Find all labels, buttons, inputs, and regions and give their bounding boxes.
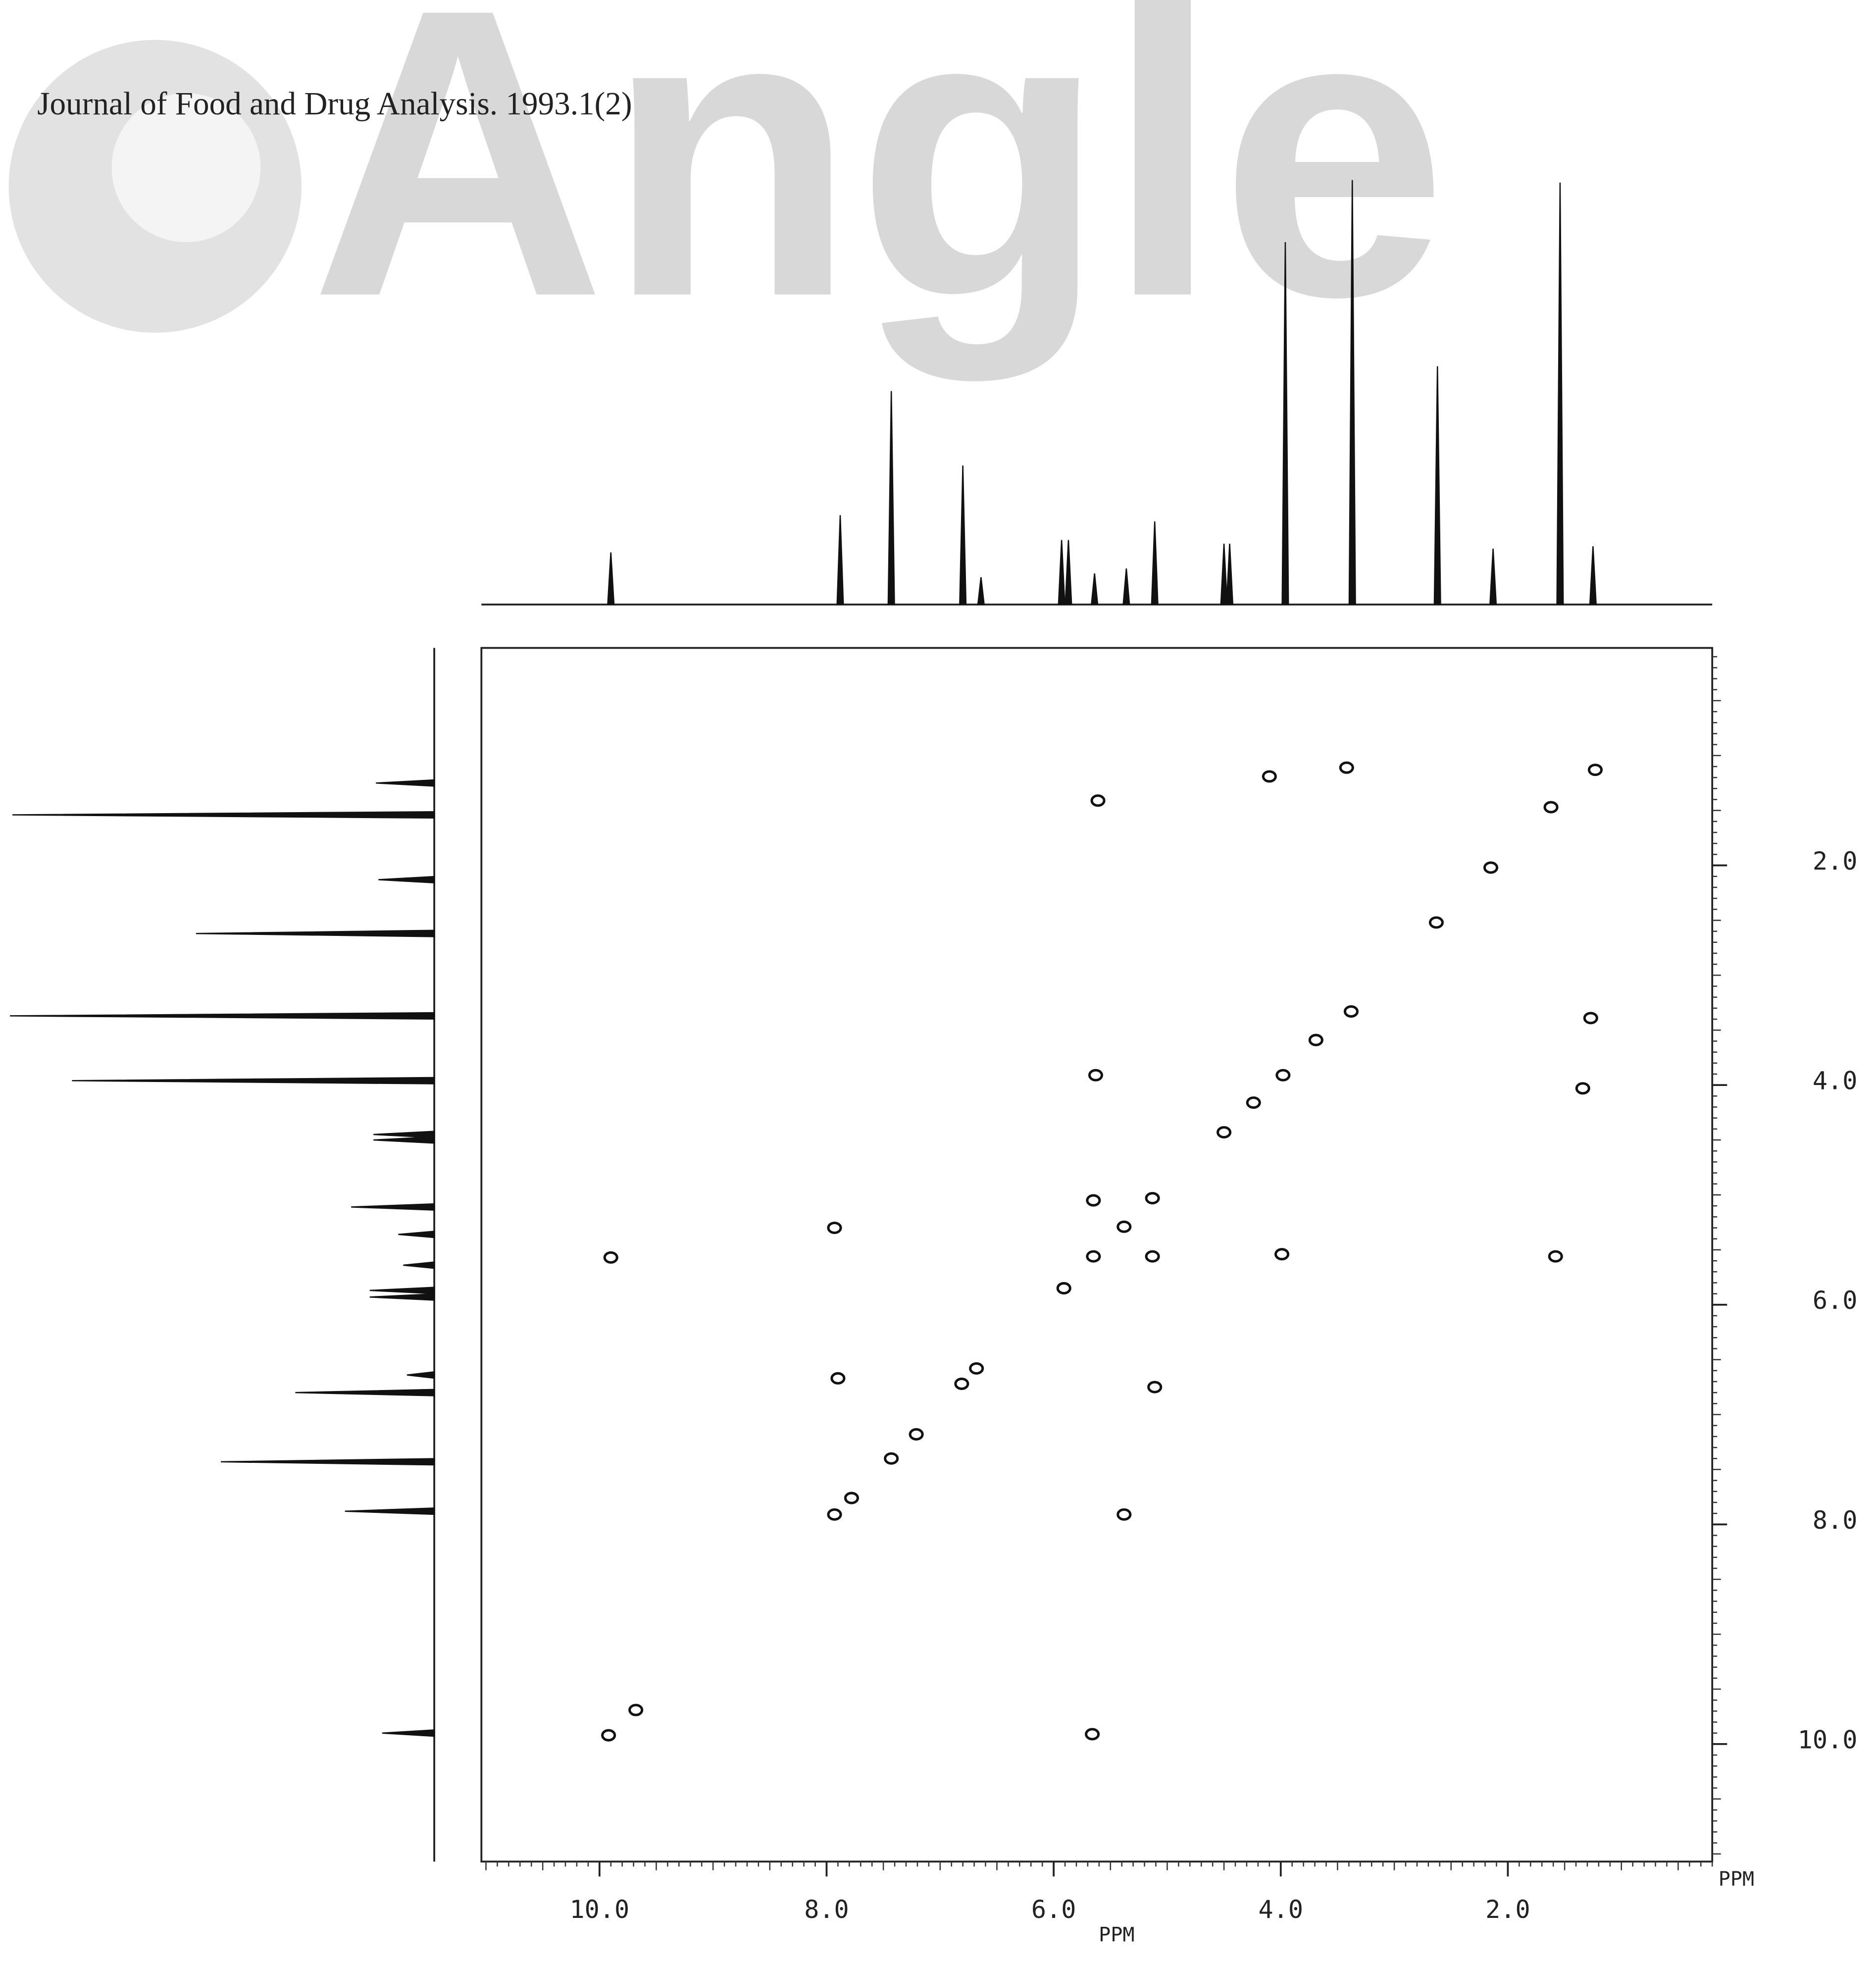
left-spectrum-peak (295, 1390, 434, 1396)
top-spectrum-peak (1059, 540, 1065, 604)
top-spectrum-peak (1091, 573, 1098, 605)
left-spectrum-peak (221, 1459, 434, 1465)
top-spectrum-peak (1152, 521, 1158, 605)
cross-peak (845, 1493, 858, 1503)
cross-peak (1430, 918, 1442, 928)
y-tick-label: 6.0 (1813, 1286, 1858, 1315)
cross-peak (1087, 1251, 1100, 1261)
cross-peak (1089, 1070, 1102, 1080)
cross-peak (1276, 1249, 1288, 1259)
x-tick-label: 10.0 (569, 1895, 629, 1924)
y-axis-title: PPM (1719, 1868, 1754, 1891)
x-tick-label: 8.0 (804, 1895, 849, 1924)
top-spectrum-peak (1557, 183, 1564, 605)
left-spectrum-peak (382, 1730, 434, 1736)
left-spectrum-peak (398, 1232, 434, 1238)
x-axis-title: PPM (1099, 1924, 1134, 1947)
left-spectrum-peak (403, 1262, 434, 1269)
cross-peak (1340, 763, 1353, 773)
watermark-logo (9, 40, 302, 332)
top-spectrum-peak (608, 552, 614, 604)
cross-peak (1058, 1283, 1070, 1293)
top-spectrum-peak (1434, 366, 1441, 605)
cross-peak (1484, 863, 1497, 873)
left-spectrum-peak (378, 877, 434, 883)
left-spectrum-peak (12, 812, 434, 818)
cross-peak (603, 1730, 615, 1740)
y-tick-label: 8.0 (1813, 1505, 1858, 1535)
source-caption: Journal of Food and Drug Analysis. 1993.… (37, 86, 632, 122)
cross-peak (828, 1509, 841, 1519)
top-spectrum-peak (1123, 568, 1130, 605)
cross-peak (605, 1252, 617, 1262)
plot-frame (481, 648, 1712, 1861)
cross-peak (1576, 1084, 1589, 1093)
left-spectrum-peak (370, 1294, 434, 1300)
left-spectrum-peak (373, 1132, 434, 1138)
x-tick-label: 6.0 (1031, 1895, 1076, 1924)
cross-peak (1092, 796, 1104, 806)
cross-peak (630, 1705, 642, 1715)
top-spectrum-peak (960, 465, 966, 605)
y-tick-label: 10.0 (1798, 1725, 1858, 1754)
top-spectrum-peak (1065, 540, 1072, 604)
watermark: Angle (310, 0, 1447, 384)
cross-peak (1086, 1729, 1099, 1739)
cross-peak (1087, 1195, 1100, 1205)
x-tick-label: 4.0 (1259, 1895, 1304, 1924)
top-spectrum-peak (1226, 544, 1233, 605)
y-tick-label: 2.0 (1813, 846, 1858, 876)
top-spectrum-peak (837, 515, 844, 604)
cross-peak (1277, 1070, 1289, 1080)
cross-peak (885, 1453, 898, 1463)
cross-peak (1545, 802, 1557, 812)
cross-peak (910, 1429, 922, 1439)
cross-peak (1584, 1013, 1597, 1023)
cross-peak (832, 1373, 844, 1383)
cross-peak (1345, 1007, 1357, 1017)
cross-peak (970, 1363, 983, 1373)
cross-peak (1149, 1382, 1161, 1392)
cross-peak (1118, 1509, 1130, 1519)
top-spectrum-peak (1490, 549, 1496, 605)
top-spectrum-peak (888, 391, 895, 605)
top-spectrum-peak (1590, 546, 1596, 605)
chart: Angle Journal of Food and Drug Analysis.… (0, 0, 1876, 1961)
cross-peak (1218, 1127, 1230, 1137)
cross-peak (1146, 1193, 1159, 1203)
left-spectrum-peak (351, 1204, 434, 1210)
left-spectrum-peak (373, 1137, 434, 1143)
left-spectrum-peak (345, 1508, 434, 1514)
left-spectrum-peak (10, 1013, 434, 1019)
cross-peak (1310, 1035, 1322, 1045)
cross-peak (956, 1379, 968, 1389)
cross-peak (1589, 765, 1601, 775)
x-tick-label: 2.0 (1485, 1895, 1530, 1924)
cross-peak (1247, 1098, 1260, 1108)
y-tick-label: 4.0 (1813, 1066, 1858, 1095)
left-spectrum-peak (376, 780, 434, 786)
left-spectrum-peak (370, 1288, 434, 1294)
left-spectrum-peak (407, 1372, 434, 1378)
cross-peak (1263, 772, 1275, 781)
page: Angle Journal of Food and Drug Analysis.… (0, 0, 1876, 1961)
cross-peak (828, 1223, 841, 1233)
left-spectrum-peak (196, 930, 434, 937)
cross-peak (1146, 1251, 1159, 1261)
left-spectrum-peak (72, 1078, 434, 1084)
top-spectrum-peak (1221, 544, 1227, 605)
top-spectrum-peak (978, 577, 984, 605)
cross-peak (1118, 1222, 1130, 1232)
cross-peak (1549, 1251, 1562, 1261)
